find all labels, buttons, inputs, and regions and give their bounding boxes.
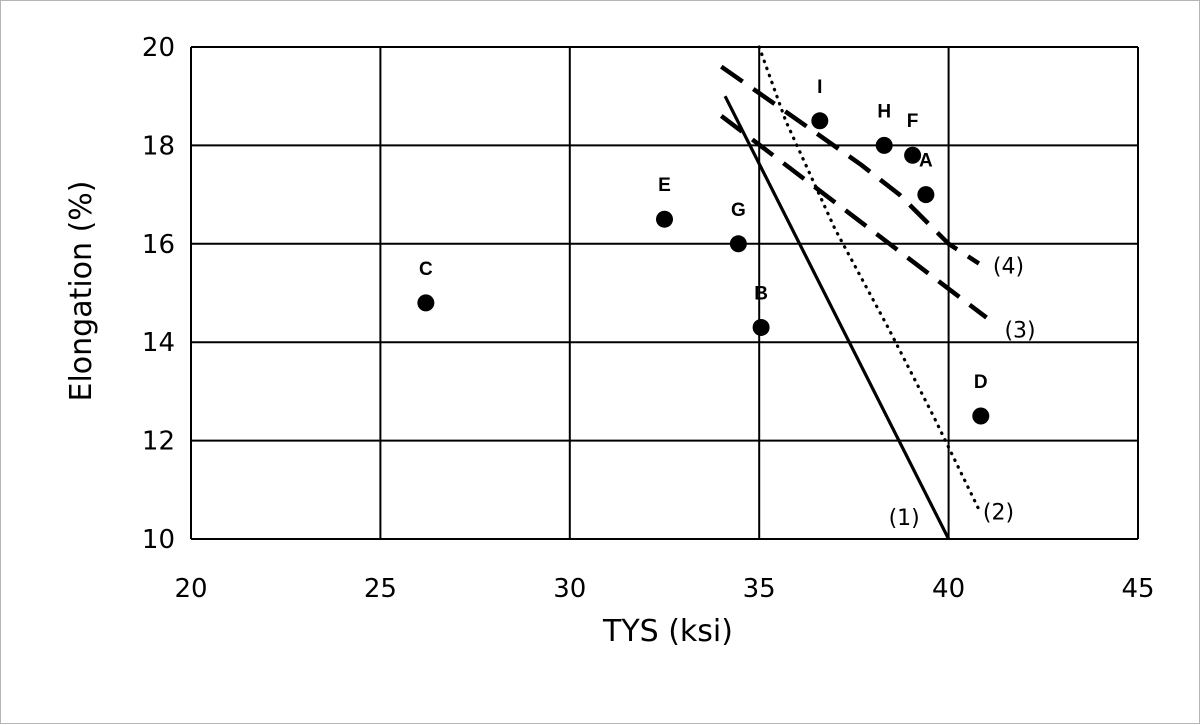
curve-label: (3) — [1004, 319, 1035, 344]
data-point-label: G — [731, 200, 746, 221]
curve-line — [719, 114, 988, 320]
x-tick-label: 40 — [932, 574, 965, 604]
y-axis-title: Elongation (%) — [64, 180, 99, 401]
grid-lines — [190, 46, 1139, 540]
x-tick-label: 20 — [174, 574, 207, 604]
data-point-label: D — [974, 372, 988, 393]
curve-line — [723, 95, 951, 540]
x-tick-label: 35 — [743, 574, 776, 604]
curve-line — [720, 64, 981, 266]
data-point — [656, 210, 673, 228]
curve-label: (1) — [889, 506, 920, 531]
data-point — [417, 294, 435, 312]
data-point-label: A — [919, 151, 933, 172]
tick-labels: 20 25 30 35 40 45 10 12 14 16 18 20 — [142, 33, 1155, 604]
data-point-label: F — [907, 111, 919, 132]
data-point — [875, 136, 893, 154]
data-point — [972, 407, 990, 425]
y-tick-label: 16 — [142, 230, 175, 260]
curve-label: (2) — [983, 500, 1014, 525]
y-tick-label: 14 — [142, 328, 175, 358]
y-tick-label: 20 — [142, 33, 175, 63]
data-point-label: I — [817, 77, 822, 98]
data-point — [811, 112, 829, 130]
data-point-label: E — [658, 175, 671, 196]
x-tick-label: 25 — [364, 574, 397, 604]
curve-line — [757, 45, 981, 512]
data-point — [904, 146, 922, 164]
x-axis-title: TYS (ksi) — [602, 614, 733, 649]
y-tick-label: 12 — [142, 427, 175, 457]
y-tick-label: 10 — [142, 525, 175, 555]
x-tick-label: 45 — [1121, 574, 1154, 604]
reference-curves: (1) (2) (3) (4) — [719, 45, 1036, 540]
data-point-label: B — [754, 283, 768, 304]
data-point-label: C — [419, 259, 433, 280]
data-point — [917, 186, 935, 204]
curve-label: (4) — [993, 254, 1024, 279]
data-point-label: H — [877, 101, 891, 122]
data-points: A B C D E F G H I — [417, 77, 990, 425]
data-point — [752, 318, 770, 336]
x-tick-label: 30 — [553, 574, 586, 604]
data-point — [729, 235, 747, 253]
y-tick-label: 18 — [142, 131, 175, 161]
